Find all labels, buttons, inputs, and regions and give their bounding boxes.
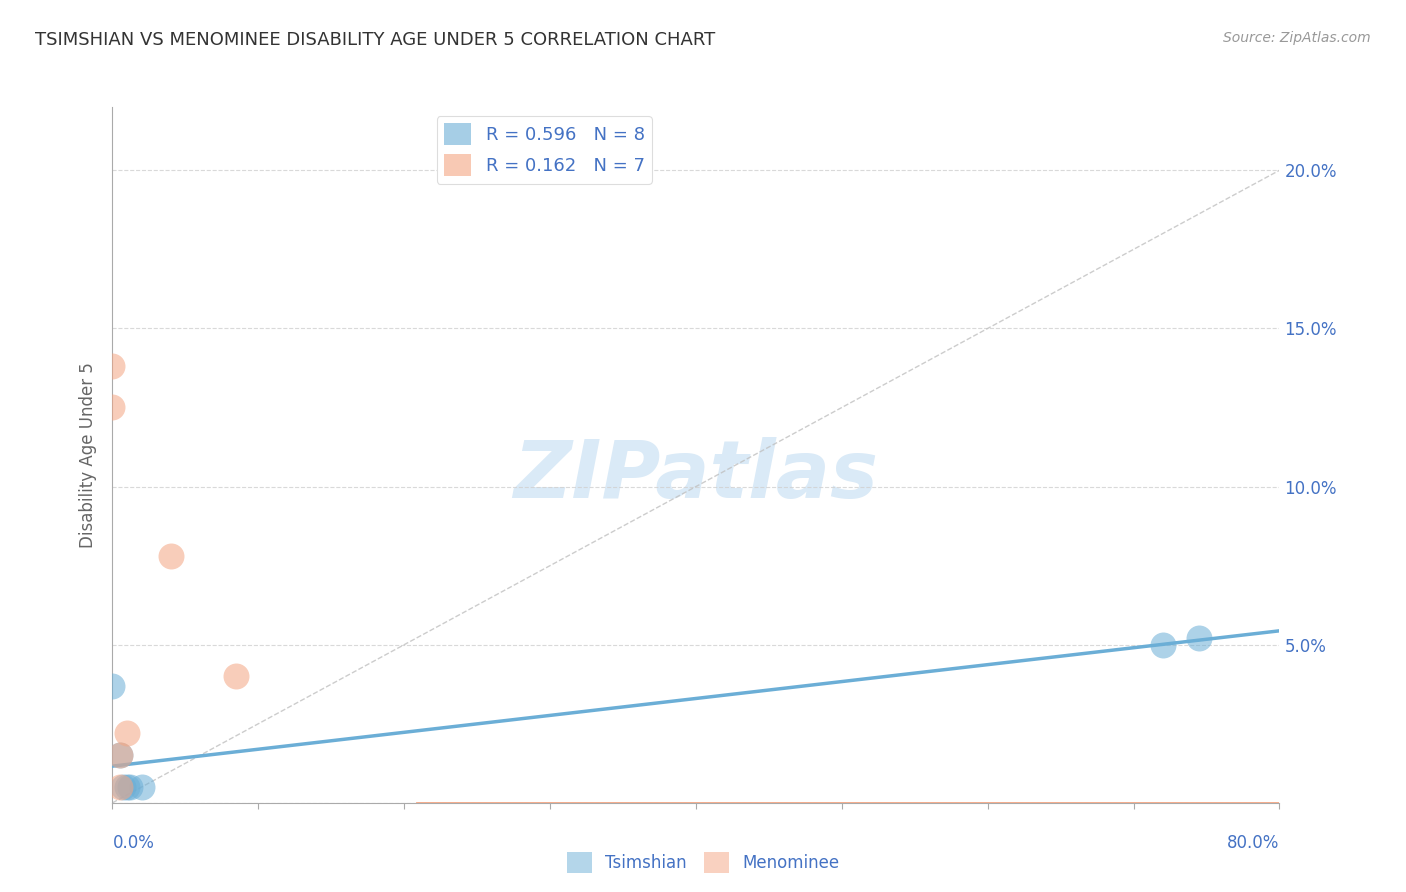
Legend: R = 0.596   N = 8, R = 0.162   N = 7: R = 0.596 N = 8, R = 0.162 N = 7 <box>437 116 652 184</box>
Point <box>1188 632 1211 646</box>
Text: Source: ZipAtlas.com: Source: ZipAtlas.com <box>1223 31 1371 45</box>
Point <box>131 780 153 794</box>
Point <box>108 748 131 763</box>
Text: 80.0%: 80.0% <box>1227 834 1279 852</box>
Point <box>101 401 124 415</box>
Text: 0.0%: 0.0% <box>112 834 155 852</box>
Point <box>101 679 124 693</box>
Legend: Tsimshian, Menominee: Tsimshian, Menominee <box>561 846 845 880</box>
Point <box>111 780 134 794</box>
Text: TSIMSHIAN VS MENOMINEE DISABILITY AGE UNDER 5 CORRELATION CHART: TSIMSHIAN VS MENOMINEE DISABILITY AGE UN… <box>35 31 716 49</box>
Point <box>101 359 124 374</box>
Point <box>108 780 131 794</box>
Text: ZIPatlas: ZIPatlas <box>513 437 879 515</box>
Point <box>115 726 138 740</box>
Point <box>108 748 131 763</box>
Y-axis label: Disability Age Under 5: Disability Age Under 5 <box>79 362 97 548</box>
Point <box>115 780 138 794</box>
Point <box>1152 638 1174 652</box>
Point <box>160 549 183 563</box>
Point <box>225 669 247 683</box>
Point <box>118 780 141 794</box>
